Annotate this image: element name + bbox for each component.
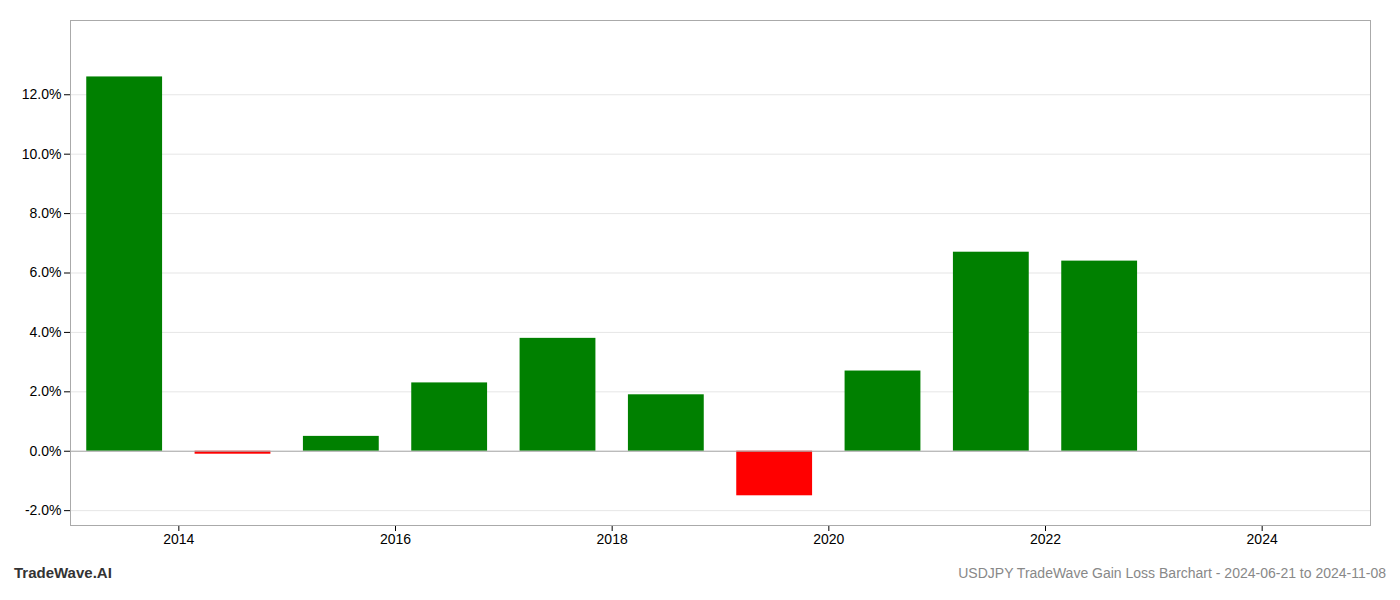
svg-text:2024: 2024 [1247,531,1278,547]
svg-text:2016: 2016 [380,531,411,547]
svg-text:2022: 2022 [1030,531,1061,547]
svg-text:0.0%: 0.0% [30,443,62,459]
svg-text:2020: 2020 [813,531,844,547]
svg-text:10.0%: 10.0% [22,146,62,162]
svg-text:2018: 2018 [597,531,628,547]
svg-text:6.0%: 6.0% [30,264,62,280]
html-text:TradeWave.AI: TradeWave.AI [14,564,112,581]
svg-text:4.0%: 4.0% [30,324,62,340]
svg-text:12.0%: 12.0% [22,86,62,102]
svg-text:8.0%: 8.0% [30,205,62,221]
html-text:USDJPY TradeWave Gain Loss Bar: USDJPY TradeWave Gain Loss Barchart - 20… [958,565,1386,581]
svg-text:2.0%: 2.0% [30,383,62,399]
svg-text:-2.0%: -2.0% [25,502,62,518]
svg-text:2014: 2014 [163,531,194,547]
